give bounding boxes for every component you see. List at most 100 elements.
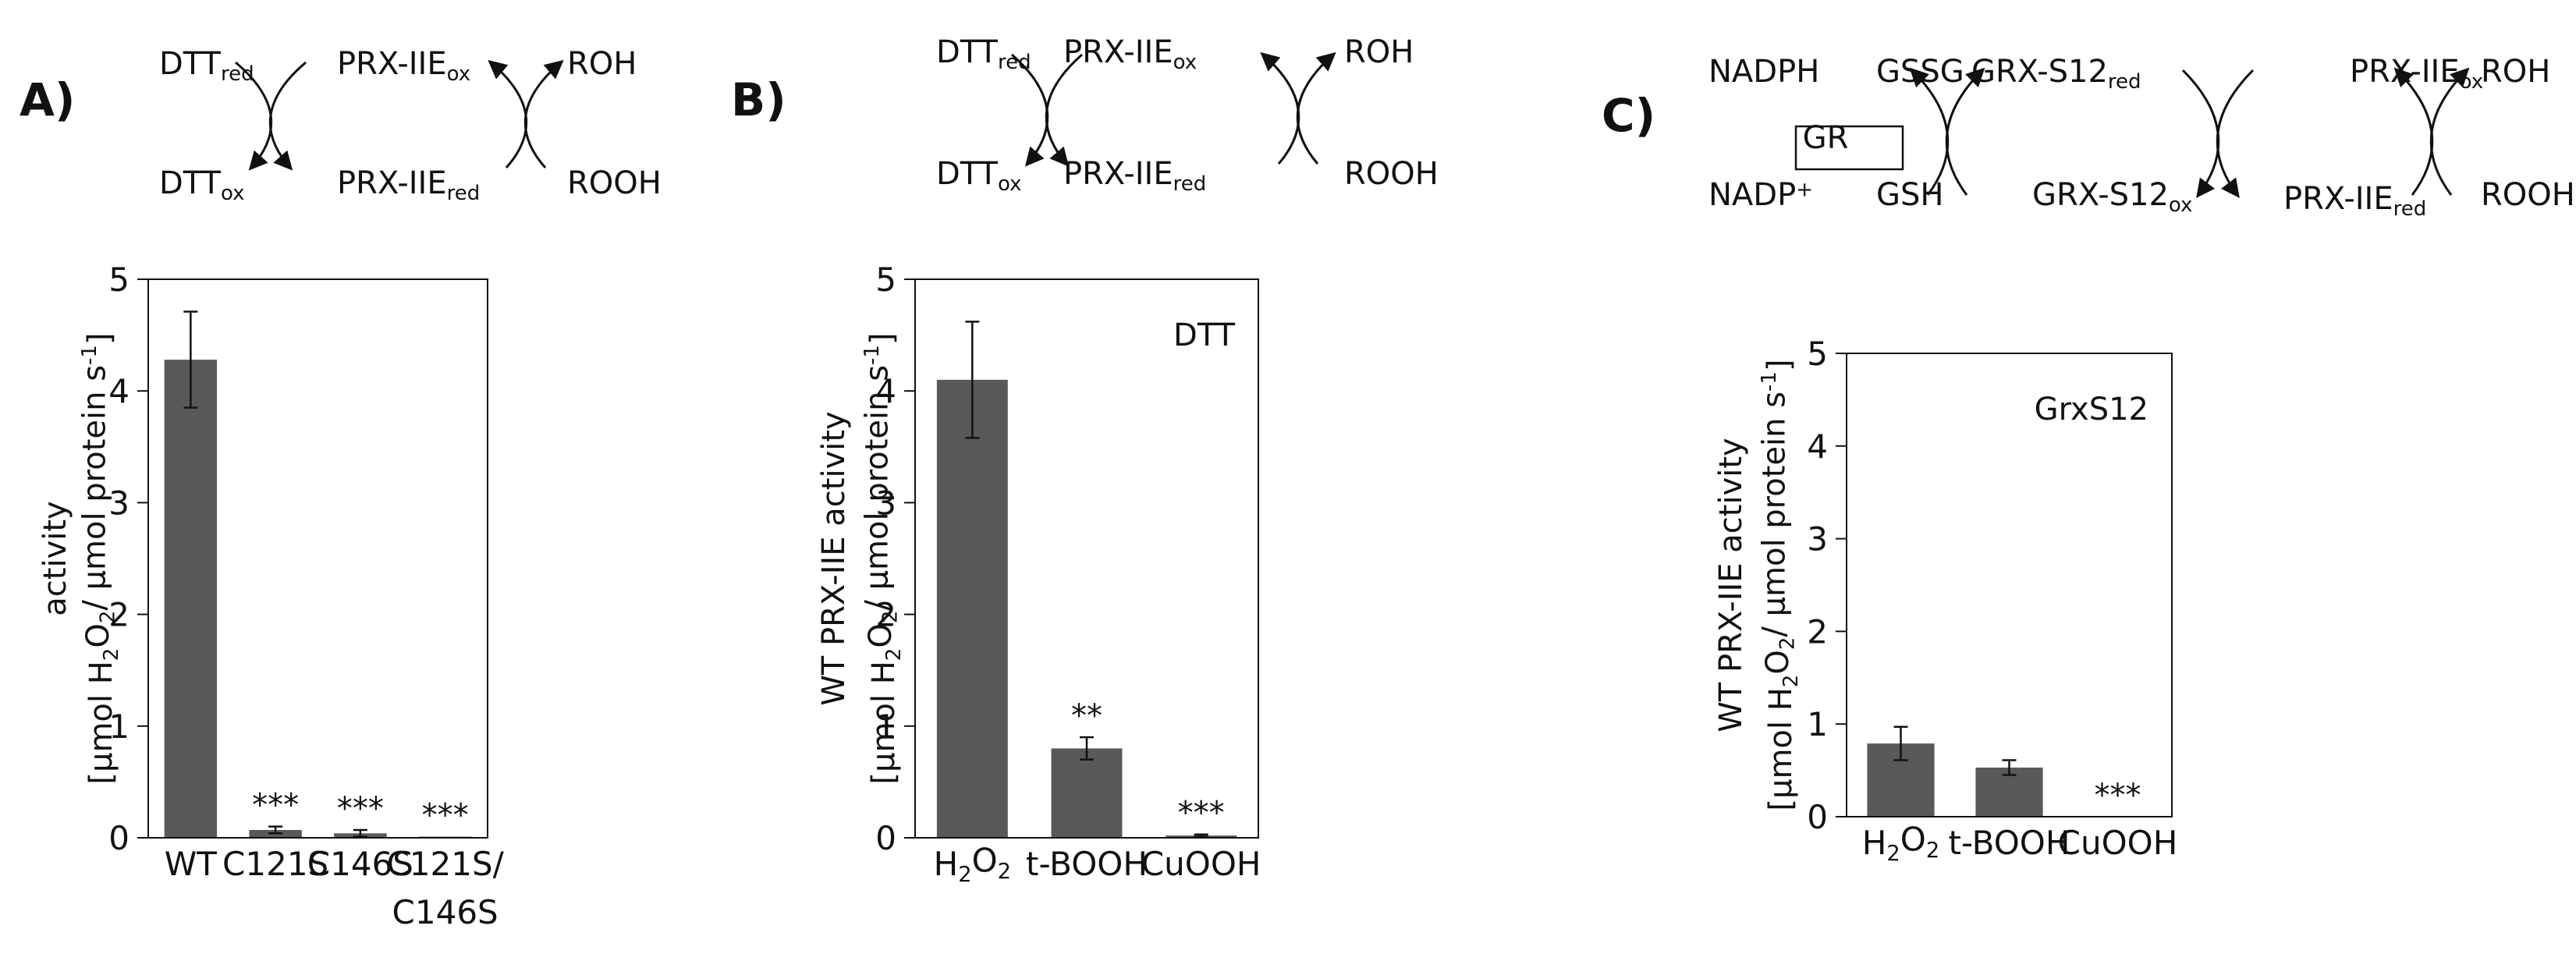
reaction-arc <box>1045 53 1083 167</box>
text-segment: H <box>1862 824 1887 862</box>
scheme-label: DTTox <box>159 165 244 205</box>
y-tick-label: 5 <box>108 261 130 299</box>
x-tick-label: H2O2 <box>1862 821 1939 867</box>
y-axis-label: [µmol H2O2/ µmol protein s-1] <box>77 332 123 784</box>
x-tick-label: C146S <box>392 893 499 931</box>
y-tick-label: 4 <box>875 372 896 410</box>
panel-label: A) <box>20 73 75 126</box>
significance: *** <box>2095 778 2141 814</box>
y-tick-label: 3 <box>108 484 130 522</box>
y-tick-label: 2 <box>875 596 896 634</box>
scheme-label: NADPH <box>1708 54 1819 90</box>
text-segment: 2 <box>998 860 1011 884</box>
y-axis-label: activity <box>37 501 73 615</box>
text-segment: GSSG <box>1876 54 1964 90</box>
text-segment: C146S <box>392 893 499 931</box>
reaction-arc <box>2429 67 2470 196</box>
text-segment: t-BOOH <box>1026 845 1148 883</box>
text-segment: WT PRX-IIE activity <box>816 411 852 705</box>
x-tick-label: C121S <box>222 845 328 883</box>
text-segment: DTT <box>159 165 222 201</box>
text-segment: 2 <box>1926 839 1939 863</box>
y-tick-label: 2 <box>1807 612 1828 651</box>
significance: ** <box>1071 698 1102 734</box>
chart-label: DTT <box>1173 317 1236 353</box>
x-tick-label: CuOOH <box>1141 845 1261 883</box>
scheme-label: PRX-IIEox <box>1063 34 1197 74</box>
text-segment: DTT <box>936 34 999 70</box>
y-tick-label: 5 <box>875 261 896 299</box>
text-segment: GRX-S12 <box>2032 177 2169 213</box>
scheme-label: ROOH <box>1344 156 1439 192</box>
plot-frame <box>914 278 1259 839</box>
text-segment: 2 <box>882 648 906 661</box>
text-segment: ROOH <box>1344 156 1439 192</box>
y-axis-label: WT PRX-IIE activity <box>816 411 852 705</box>
text-segment: PRX-IIE <box>337 46 447 82</box>
x-tick-label: t-BOOH <box>1026 845 1148 883</box>
scheme-label: PRX-IIEred <box>337 165 480 205</box>
scheme-label: DTTred <box>936 34 1031 74</box>
text-segment: C146S <box>307 845 413 883</box>
text-segment: -1 <box>78 345 101 365</box>
text-segment: ] <box>82 332 118 345</box>
text-segment: 2 <box>1776 637 1800 651</box>
text-segment: [µmol H <box>1763 687 1799 810</box>
text-segment: ROOH <box>567 165 662 201</box>
y-axis-label: WT PRX-IIE activity <box>1713 438 1749 732</box>
scheme-label: PRX-IIEox <box>337 46 470 86</box>
text-segment: CuOOH <box>2058 824 2178 862</box>
text-segment: O <box>1760 650 1796 674</box>
reaction-arc <box>2216 69 2255 198</box>
text-segment: PRX-IIE <box>2283 181 2393 217</box>
significance: *** <box>1178 796 1225 832</box>
scheme-label: GRX-S12red <box>1971 54 2141 94</box>
scheme-label: GSH <box>1876 177 1943 213</box>
text-segment: 2 <box>958 863 971 887</box>
text-segment: O <box>972 842 998 880</box>
scheme-label: ROOH <box>2481 177 2575 213</box>
y-tick-label: 1 <box>108 708 130 746</box>
text-segment: red <box>2108 70 2141 94</box>
y-tick-label: 4 <box>1807 427 1828 466</box>
text-segment: / µmol protein s <box>860 365 896 611</box>
significance: *** <box>337 791 384 827</box>
text-segment: GRX-S12 <box>1971 54 2108 90</box>
text-segment: -1 <box>1758 371 1781 392</box>
text-segment: C121S/ <box>386 845 504 883</box>
y-tick-label: 3 <box>1807 520 1828 559</box>
scheme-label: NADP+ <box>1708 177 1813 213</box>
y-axis-label: [µmol H2O2/ µmol protein s-1] <box>1757 359 1803 810</box>
text-segment: ox <box>998 172 1022 196</box>
x-tick-label: t-BOOH <box>1949 824 2070 862</box>
panel-label: B) <box>731 73 786 126</box>
text-segment: ] <box>1762 359 1797 371</box>
y-tick-label: 0 <box>875 819 896 857</box>
text-segment: red <box>998 51 1031 74</box>
text-segment: 2 <box>1886 842 1900 866</box>
text-segment: ox <box>1173 51 1198 74</box>
text-segment: -1 <box>860 345 884 365</box>
reaction-arc <box>268 61 307 171</box>
reaction-arc <box>2181 69 2220 198</box>
text-segment: NADP <box>1708 177 1796 213</box>
text-segment: ROH <box>567 46 637 82</box>
plot-frame <box>1846 353 2173 817</box>
bar <box>164 360 218 838</box>
text-segment: red <box>2393 197 2427 221</box>
significance: *** <box>422 798 469 834</box>
enzyme-box <box>1794 125 1904 171</box>
text-segment: O <box>1900 821 1926 859</box>
text-segment: 2 <box>100 648 123 661</box>
text-segment: / µmol protein s <box>1757 392 1793 637</box>
y-tick-label: 2 <box>108 596 130 634</box>
y-tick-label: 0 <box>108 819 130 857</box>
text-segment: ROOH <box>2481 177 2575 213</box>
plot-frame <box>147 278 488 839</box>
text-segment: 2 <box>97 611 120 624</box>
text-segment: WT <box>165 845 218 883</box>
scheme-label: ROH <box>1344 34 1414 70</box>
text-segment: PRX-IIE <box>2350 54 2460 90</box>
y-tick-label: 3 <box>875 484 896 522</box>
text-segment: 2 <box>879 611 903 624</box>
